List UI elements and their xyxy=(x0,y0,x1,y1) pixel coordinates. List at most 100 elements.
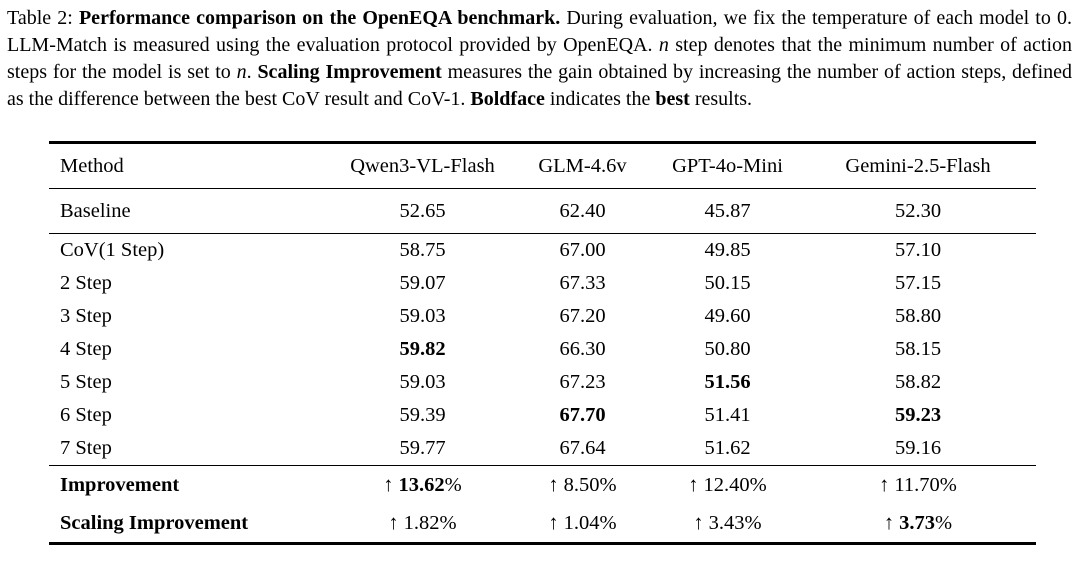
arrow-up-icon: ↑ xyxy=(548,473,559,496)
arrow-up-icon: ↑ xyxy=(548,511,559,534)
caption-text: step denotes that the minimum number of … xyxy=(7,34,1072,83)
method-cell: 3 Step xyxy=(60,305,112,327)
value-cell: 59.03 xyxy=(399,305,446,327)
method-cell: 2 Step xyxy=(60,272,112,294)
improvement-value: 8.50 xyxy=(563,473,600,496)
value-cell: 67.00 xyxy=(559,239,606,261)
percent-sign: % xyxy=(939,473,957,496)
caption-bold-title: Performance comparison on the OpenEQA be… xyxy=(78,7,561,29)
improvement-value: 3.43 xyxy=(708,511,745,534)
caption-bold-scaling: Scaling Improvement xyxy=(257,61,442,83)
table-caption: Table 2: Performance comparison on the O… xyxy=(0,0,1080,113)
improvement-value-best: 3.73 xyxy=(899,511,936,534)
percent-sign: % xyxy=(444,473,462,496)
value-cell: 67.33 xyxy=(559,272,606,294)
value-cell: 59.16 xyxy=(894,437,942,459)
method-cell: 4 Step xyxy=(60,338,112,360)
method-cell: Improvement xyxy=(60,473,180,496)
table-row-improvement: Improvement ↑ 13.62% ↑ 8.50% ↑ 12.40% ↑ 11.7… xyxy=(49,466,1036,505)
percent-sign: % xyxy=(744,511,762,534)
value-cell: ↑ 3.73% xyxy=(800,504,1036,544)
value-cell: 51.41 xyxy=(704,404,751,426)
percent-sign: % xyxy=(749,473,767,496)
arrow-up-icon: ↑ xyxy=(883,511,895,534)
percent-sign: % xyxy=(599,511,617,534)
percent-sign: % xyxy=(599,473,617,496)
column-header-gemini-2-5-flash: Gemini-2.5-Flash xyxy=(845,154,991,177)
caption-bold-best: best xyxy=(655,88,690,110)
value-cell: 49.60 xyxy=(704,305,751,327)
value-cell: 67.64 xyxy=(559,437,606,459)
table-row-cov-1-step: CoV(1 Step) 58.75 67.00 49.85 57.10 xyxy=(49,234,1036,268)
value-cell: ↑ 13.62% xyxy=(335,466,510,505)
caption-text: During evaluation, we fix the temperatur… xyxy=(7,7,1072,56)
value-cell: 52.65 xyxy=(399,199,446,222)
value-cell: ↑ 11.70% xyxy=(800,466,1036,505)
caption-label: Table 2: xyxy=(7,7,79,29)
value-cell: 67.23 xyxy=(559,371,606,393)
caption-text: . xyxy=(246,61,258,83)
table-row-2-step: 2 Step 59.07 67.33 50.15 57.15 xyxy=(49,267,1036,300)
arrow-up-icon: ↑ xyxy=(383,473,394,496)
value-cell: 66.30 xyxy=(559,338,606,360)
value-cell: ↑ 8.50% xyxy=(510,466,655,505)
value-cell: 58.15 xyxy=(894,338,942,360)
table-row-scaling-improvement: Scaling Improvement ↑ 1.82% ↑ 1.04% ↑ 3.43%… xyxy=(49,504,1036,544)
value-cell: 52.30 xyxy=(894,199,942,222)
header-row: Method Qwen3-VL-Flash GLM-4.6v GPT-4o-Mi… xyxy=(49,143,1036,189)
column-header-method: Method xyxy=(60,154,124,177)
method-cell: Scaling Improvement xyxy=(60,511,249,534)
column-header-qwen3-vl-flash: Qwen3-VL-Flash xyxy=(350,154,495,177)
caption-text: indicates the xyxy=(544,88,656,110)
value-cell: 57.10 xyxy=(894,239,942,261)
column-header-glm-4-6v: GLM-4.6v xyxy=(538,154,627,177)
table-row-7-step: 7 Step 59.77 67.64 51.62 59.16 xyxy=(49,432,1036,466)
column-header-gpt-4o-mini: GPT-4o-Mini xyxy=(672,154,783,177)
value-cell: 67.20 xyxy=(559,305,606,327)
value-cell-best: 59.82 xyxy=(399,338,446,360)
value-cell-best: 51.56 xyxy=(704,371,751,393)
caption-math-n: n xyxy=(658,34,669,56)
improvement-value: 11.70 xyxy=(894,473,940,496)
percent-sign: % xyxy=(935,511,953,534)
value-cell: ↑ 3.43% xyxy=(655,504,800,544)
value-cell: 59.77 xyxy=(399,437,446,459)
value-cell: 62.40 xyxy=(559,199,606,222)
value-cell: 57.15 xyxy=(894,272,942,294)
method-cell: 7 Step xyxy=(60,437,112,459)
arrow-up-icon: ↑ xyxy=(388,511,399,534)
caption-bold-boldface: Boldface xyxy=(470,88,545,110)
arrow-up-icon: ↑ xyxy=(879,473,890,496)
method-cell: CoV(1 Step) xyxy=(60,239,165,261)
value-cell: 59.07 xyxy=(399,272,446,294)
value-cell: 58.75 xyxy=(399,239,446,261)
table-row-baseline: Baseline 52.65 62.40 45.87 52.30 xyxy=(49,189,1036,234)
caption-text: results. xyxy=(689,88,753,110)
table-row-5-step: 5 Step 59.03 67.23 51.56 58.82 xyxy=(49,366,1036,399)
arrow-up-icon: ↑ xyxy=(693,511,704,534)
value-cell: 50.15 xyxy=(704,272,751,294)
percent-sign: % xyxy=(439,511,457,534)
method-cell: 6 Step xyxy=(60,404,112,426)
value-cell-best: 67.70 xyxy=(559,404,606,426)
improvement-value: 1.04 xyxy=(563,511,600,534)
table-row-6-step: 6 Step 59.39 67.70 51.41 59.23 xyxy=(49,399,1036,432)
value-cell: ↑ 1.82% xyxy=(335,504,510,544)
value-cell: 51.62 xyxy=(704,437,751,459)
value-cell: 50.80 xyxy=(704,338,751,360)
value-cell: 58.80 xyxy=(894,305,942,327)
improvement-value-best: 13.62 xyxy=(398,473,445,496)
table-row-4-step: 4 Step 59.82 66.30 50.80 58.15 xyxy=(49,333,1036,366)
value-cell: 58.82 xyxy=(894,371,942,393)
value-cell: ↑ 12.40% xyxy=(655,466,800,505)
value-cell: 49.85 xyxy=(704,239,751,261)
results-table: Method Qwen3-VL-Flash GLM-4.6v GPT-4o-Mi… xyxy=(49,141,1036,545)
value-cell: 45.87 xyxy=(704,199,751,222)
value-cell-best: 59.23 xyxy=(894,404,942,426)
value-cell: 59.03 xyxy=(399,371,446,393)
method-cell: Baseline xyxy=(60,199,131,222)
caption-math-n: n xyxy=(236,61,247,83)
caption-text: measures the gain obtained by increasing… xyxy=(7,61,1072,110)
value-cell: 59.39 xyxy=(399,404,446,426)
method-cell: 5 Step xyxy=(60,371,112,393)
